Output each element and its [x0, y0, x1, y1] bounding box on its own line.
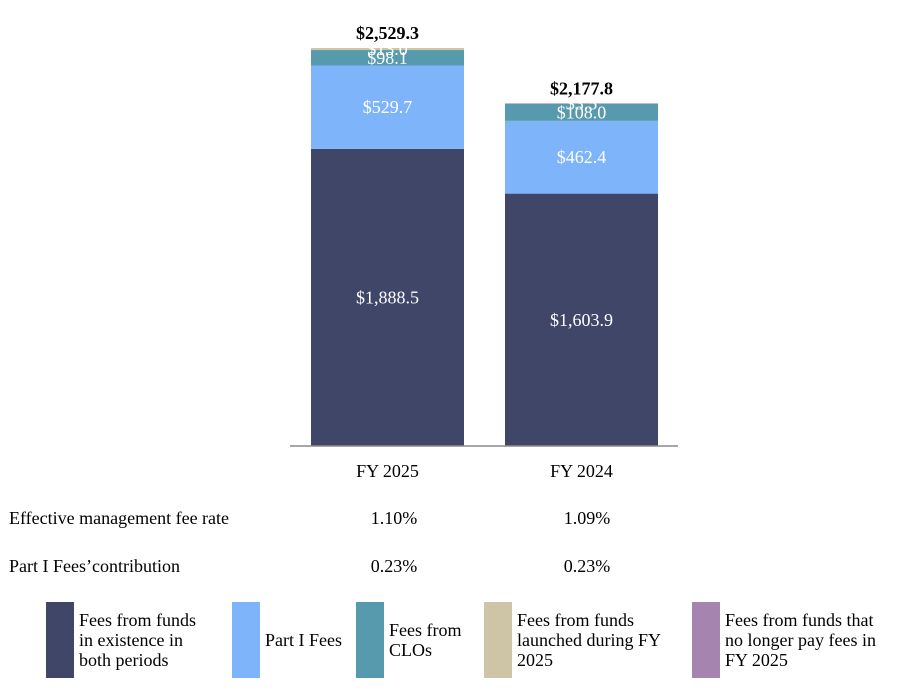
legend-item-clos: Fees from CLOs — [356, 602, 461, 678]
total-label: $2,177.8 — [550, 78, 613, 98]
data-label: $1,603.9 — [550, 310, 613, 330]
stacked-bar-chart: $1,888.5 $529.7 $98.1$13.0$2,529.3 FY 2025 $… — [290, 23, 678, 481]
part-i-contribution-fy2025: 0.23% — [370, 556, 418, 576]
row-label-part-i-contribution: Part I Fees’contribution — [9, 556, 180, 576]
chart-legend: Fees from funds in existence in both perio… — [0, 598, 918, 688]
legend-swatch — [232, 602, 260, 678]
bar-segment — [505, 120, 658, 194]
data-label: $462.4 — [557, 147, 607, 167]
bar-segment — [311, 65, 464, 149]
legend-item-launched-funds: Fees from funds launched during FY 2025 — [484, 602, 661, 678]
legend-item-existing-funds: Fees from funds in existence in both perio… — [46, 602, 196, 678]
data-label: $13.0 — [367, 39, 408, 59]
part-i-contribution-fy2024: 0.23% — [563, 556, 611, 576]
total-label: $2,529.3 — [356, 23, 419, 43]
data-label: $1,888.5 — [356, 287, 419, 307]
legend-item-no-longer-paying: Fees from funds that no longer pay fees i… — [692, 602, 876, 678]
bar-segment — [311, 148, 464, 446]
bar-segment — [505, 103, 658, 104]
data-label: $3.5 — [566, 94, 598, 114]
category-label: FY 2025 — [356, 461, 419, 481]
data-label: $98.1 — [367, 48, 408, 68]
fee-rate-fy2024: 1.09% — [563, 508, 611, 528]
data-label: $529.7 — [363, 97, 413, 117]
fee-rate-fy2025: 1.10% — [370, 508, 418, 528]
legend-swatch — [46, 602, 74, 678]
bar-segment — [505, 103, 658, 121]
row-label-fee-rate: Effective management fee rate — [9, 508, 230, 528]
bar-segment — [311, 48, 464, 51]
bar-segment — [505, 193, 658, 446]
legend-swatch — [484, 602, 512, 678]
legend-swatch — [692, 602, 720, 678]
legend-item-part-i-fees: Part I Fees — [232, 602, 342, 678]
category-label: FY 2024 — [550, 461, 613, 481]
data-label: $108.0 — [557, 102, 607, 122]
legend-swatch — [356, 602, 384, 678]
bar-segment — [311, 50, 464, 66]
